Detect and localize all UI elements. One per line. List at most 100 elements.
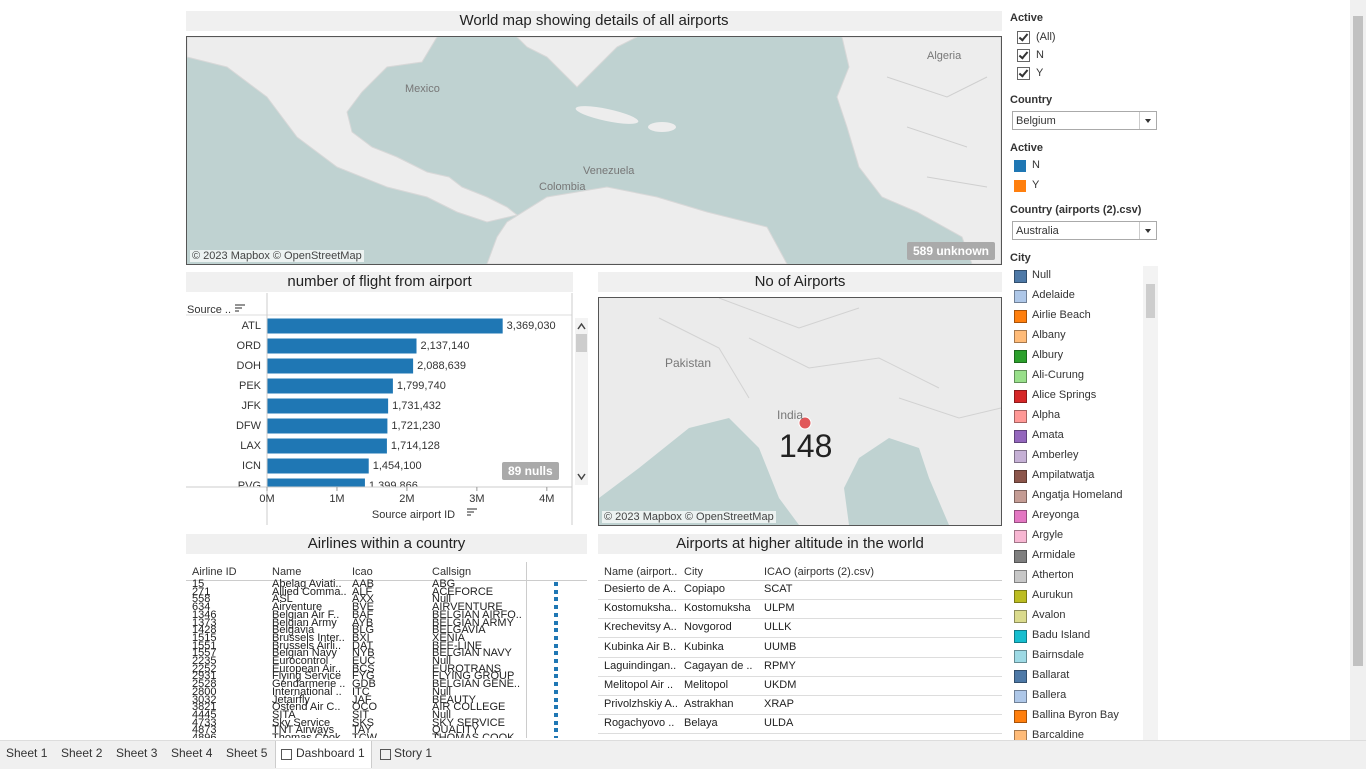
legend-label[interactable]: Angatja Homeland [1032,489,1123,501]
legend-label[interactable]: Amata [1032,429,1064,441]
table-cell: THOMAS COOK [432,732,515,739]
legend-label[interactable]: N [1032,159,1040,171]
sheet-tab[interactable]: Sheet 2 [61,746,103,760]
value-label: 1,799,740 [397,380,446,392]
bar[interactable] [267,358,414,374]
row-marker [554,620,558,625]
legend-label[interactable]: Barcaldine [1032,729,1084,740]
sheet-tab[interactable]: Sheet 5 [226,746,268,760]
table-cell: SKY SERVICE [432,716,505,729]
x-axis-title: Source airport ID [372,509,455,521]
page-scrollbar[interactable] [1350,0,1366,740]
table-cell: 3821 [192,701,217,714]
checkbox[interactable] [1017,49,1030,62]
bar[interactable] [267,438,387,454]
scroll-thumb[interactable] [1353,16,1363,666]
unknown-badge[interactable]: 589 unknown [906,242,995,260]
sheet-tab[interactable]: Sheet 3 [116,746,158,760]
bar[interactable] [267,478,365,494]
legend-label[interactable]: Alpha [1032,409,1061,421]
table-cell: GDB [352,678,376,691]
bar[interactable] [267,458,369,474]
table-cell: Belgian Army [272,616,337,629]
legend-swatch [1014,650,1027,663]
legend-label[interactable]: Amberley [1032,449,1079,461]
legend-label[interactable]: Badu Island [1032,629,1091,641]
column-divider [526,562,527,738]
bar[interactable] [267,338,417,354]
column-header: Name (airport.. [604,566,678,578]
legend-label[interactable]: Bairnsdale [1032,649,1084,661]
x-tick-label: 3M [469,493,484,505]
table-cell: 4896 [192,732,217,739]
legend-label[interactable]: Adelaide [1032,289,1075,301]
count-label: 148 [779,428,833,464]
legend-label[interactable]: Alice Springs [1032,389,1097,401]
sheet-tab[interactable]: Sheet 1 [6,746,48,760]
legend-swatch [1014,530,1027,543]
table-cell: Kostomuksha [684,602,751,615]
row-marker [554,635,558,640]
table-cell: ULDA [764,717,794,730]
checkbox-label[interactable]: Y [1036,67,1044,79]
row-rule [598,618,1002,620]
legend-label[interactable]: Armidale [1032,549,1076,561]
legend-swatch [1014,310,1027,323]
row-marker [554,697,558,702]
legend-label[interactable]: Airlie Beach [1032,309,1091,321]
table-cell: Rogachyovo .. [604,717,675,730]
table-cell: 1428 [192,624,217,637]
bar[interactable] [267,398,389,414]
sheet-tab[interactable]: Sheet 4 [171,746,213,760]
legend-label[interactable]: Ballarat [1032,669,1070,681]
table-cell: Null [432,708,451,721]
scroll-thumb[interactable] [1146,284,1155,318]
sheet-tab[interactable]: Dashboard 1 [275,741,372,768]
bar[interactable] [267,318,503,334]
legend-label[interactable]: Y [1032,179,1040,191]
legend-label[interactable]: Argyle [1032,529,1064,541]
row-rule [598,599,1002,600]
legend-label[interactable]: Aurukun [1032,589,1073,601]
legend-scrollbar[interactable] [1143,266,1158,740]
legend-label[interactable]: Avalon [1032,609,1066,621]
legend-label[interactable]: Albany [1032,329,1066,341]
sheet-tab[interactable]: Story 1 [394,746,433,760]
legend-label[interactable]: Atherton [1032,569,1074,581]
table-cell: BEAUTY [432,693,477,706]
legend-label[interactable]: Areyonga [1032,509,1080,521]
table-cell: Novgorod [684,621,732,634]
bar[interactable] [267,418,388,434]
table-cell: Abelag Aviati.. [272,578,342,590]
table-cell: 1346 [192,608,217,621]
country-dropdown[interactable]: Belgium [1012,111,1157,130]
bar[interactable] [267,378,393,394]
map-label: Mexico [405,83,440,95]
table-cell: 271 [192,585,211,598]
legend-label[interactable]: Ali-Curung [1032,369,1084,381]
legend-label[interactable]: Ballera [1032,689,1067,701]
table-cell: BXI [352,631,370,644]
scroll-arrow [577,473,586,481]
map-label: Algeria [927,50,962,62]
legend-label[interactable]: Albury [1032,349,1064,361]
dropdown-value: Belgium [1016,115,1056,127]
country-airports-dropdown[interactable]: Australia [1012,221,1157,240]
table-cell: Airventure [272,601,323,614]
table-cell: UUMB [764,640,797,653]
legend-label[interactable]: Null [1032,269,1051,281]
checkbox[interactable] [1017,31,1030,44]
nulls-badge[interactable]: 89 nulls [502,462,559,480]
legend-label[interactable]: Ampilatwatja [1032,469,1095,481]
table-cell: Eurocontrol [272,655,329,667]
checkbox-label[interactable]: N [1036,49,1044,61]
value-label: 1,731,432 [392,400,441,412]
table-cell: ULLK [764,621,792,634]
checkbox-label[interactable]: (All) [1036,31,1056,43]
tab-icon [380,749,391,760]
legend-label[interactable]: Ballina Byron Bay [1032,709,1119,721]
table-cell: Thomas Cook .. [272,732,350,739]
table-cell: International .. [272,685,342,698]
checkbox[interactable] [1017,67,1030,80]
table-cell: Brussels Airli.. [272,639,342,652]
